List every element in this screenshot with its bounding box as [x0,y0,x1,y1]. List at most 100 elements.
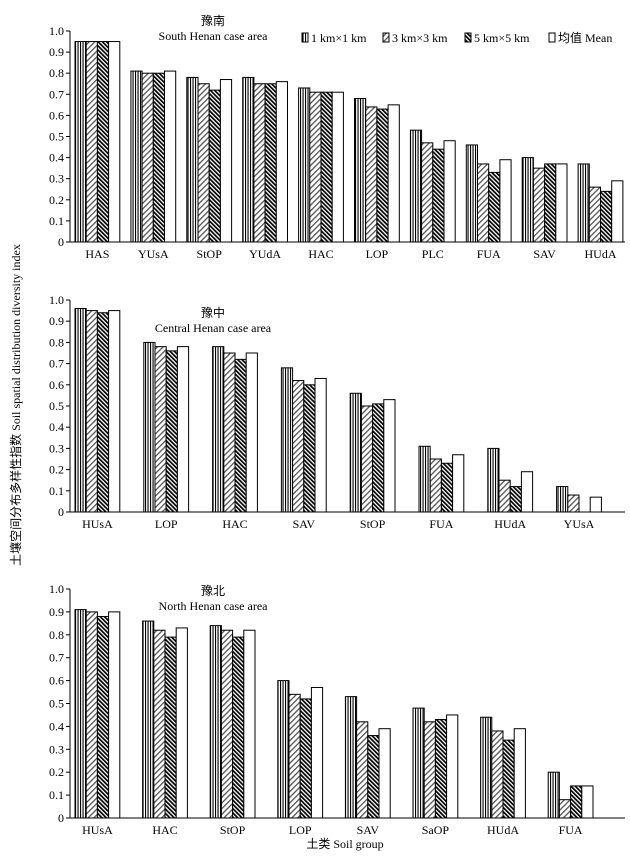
bar-lop-series-4 [176,346,190,513]
bar-sav-series-3 [367,735,380,819]
panel-title: 豫南 [201,13,225,28]
bar-saop-series-2 [423,721,436,819]
y-tick-label: 0.2 [49,193,64,207]
x-tick-label: HUdA [487,823,519,837]
bar-stop-series-4 [243,629,256,819]
bar-hac-series-4 [175,627,188,819]
bar-sav-series-1 [521,157,534,243]
x-tick-label: HAC [222,517,247,531]
bar-sav-series-3 [544,163,557,243]
legend-swatch [464,32,472,43]
bar-has-series-1 [74,41,87,243]
y-tick-label: 0.9 [49,605,64,619]
bar-huda-series-2 [491,730,504,819]
bar-huda-series-1 [577,163,590,243]
chart-panel-central-henan: 0 0.1 0.2 0.3 0.4 0.5 0.6 0.7 0.8 0.9 1.0 豫中Central… [49,293,625,531]
y-tick-label: 0.7 [49,651,64,665]
bar-fua-series-3 [440,462,454,513]
y-tick-label: 0.6 [49,378,64,392]
bar-stop-series-2 [360,405,374,513]
bar-huda-series-4 [513,728,526,819]
bar-husa-series-4 [108,611,121,819]
bar-husa-series-1 [74,609,87,819]
bar-stop-series-1 [349,392,362,513]
x-tick-label: LOP [155,517,178,531]
legend-label: 均值 Mean [558,30,612,45]
y-tick-label: 0.5 [49,399,64,413]
bar-stop-series-1 [209,625,222,819]
y-tick-label: 1.0 [49,24,64,38]
y-tick-label: 0 [58,505,64,519]
bar-yusa-series-2 [141,72,154,243]
bar-has-series-3 [96,41,110,243]
bar-plc-series-3 [432,148,445,243]
x-tick-label: SAV [533,247,556,261]
y-tick-label: 0.6 [49,108,64,122]
y-tick-label: 0.3 [49,742,64,756]
legend-label: 5 km×5 km [474,31,530,45]
x-tick-label: FUA [429,517,453,531]
x-tick-label: YUsA [564,517,595,531]
bar-sav-series-2 [356,721,369,819]
y-tick-label: 0.2 [49,765,64,779]
panel-subtitle: South Henan case area [159,29,269,43]
y-tick-label: 0.5 [49,697,64,711]
bar-lop-series-3 [165,350,178,513]
bar-plc-series-4 [443,140,456,243]
x-tick-label: FUA [559,823,583,837]
bar-yuda-series-2 [253,83,266,243]
x-tick-label: LOP [366,247,389,261]
legend-swatch [382,32,390,43]
bar-sav-series-3 [303,384,316,513]
y-tick-label: 0.8 [49,335,64,349]
x-tick-label: HUdA [585,247,617,261]
panel-title: 豫北 [201,584,225,598]
bar-saop-series-3 [434,719,448,819]
y-tick-label: 0.8 [49,66,64,80]
y-tick-label: 0.9 [49,314,64,328]
bar-hac-series-3 [234,358,247,513]
bar-huda-series-2 [588,186,601,243]
bar-husa-series-2 [85,310,98,513]
y-tick-label: 0.1 [49,214,64,228]
x-tick-label: SaOP [422,823,450,837]
bar-fua-series-3 [570,785,583,819]
bar-huda-series-3 [600,190,613,243]
bar-hac-series-2 [223,352,236,513]
y-tick-label: 0.1 [49,484,64,498]
chart-legend: 1 km×1 km 3 km×3 km 5 km×5 km 均值 Mean [301,30,612,45]
bar-fua-series-4 [581,785,594,819]
bar-husa-series-2 [85,611,98,819]
bar-hac-series-3 [164,636,177,819]
y-tick-label: 0.9 [49,45,64,59]
legend-label: 1 km×1 km [311,31,367,45]
panel-subtitle: North Henan case area [159,599,269,613]
bar-lop-series-4 [387,104,400,243]
x-tick-label: StOP [197,247,223,261]
bar-stop-series-2 [197,83,210,243]
bar-yusa-series-4 [589,496,602,513]
y-tick-label: 1.0 [49,293,64,307]
bar-huda-series-3 [502,739,515,819]
bar-has-series-2 [85,41,98,243]
x-tick-label: PLC [422,247,444,261]
y-axis-label: 土壤空间分布多样性指数 Soil spatial distribution di… [8,244,23,566]
bar-lop-series-2 [288,693,301,819]
bar-yusa-series-3 [152,72,166,243]
y-tick-label: 0.1 [49,788,64,802]
bar-sav-series-4 [314,377,327,513]
x-tick-label: YUdA [249,247,281,261]
bar-yusa-series-1 [130,70,143,243]
x-tick-label: HUdA [494,517,526,531]
bar-hac-series-2 [309,91,322,243]
bar-stop-series-4 [383,399,396,513]
bar-lop-series-2 [154,346,167,513]
bar-fua-series-2 [558,799,572,819]
bar-lop-series-4 [310,686,324,819]
bar-fua-series-3 [488,171,501,243]
x-tick-label: HUsA [82,517,113,531]
x-tick-label: YUsA [138,247,169,261]
bar-huda-series-2 [498,479,511,513]
bar-stop-series-3 [208,89,221,243]
